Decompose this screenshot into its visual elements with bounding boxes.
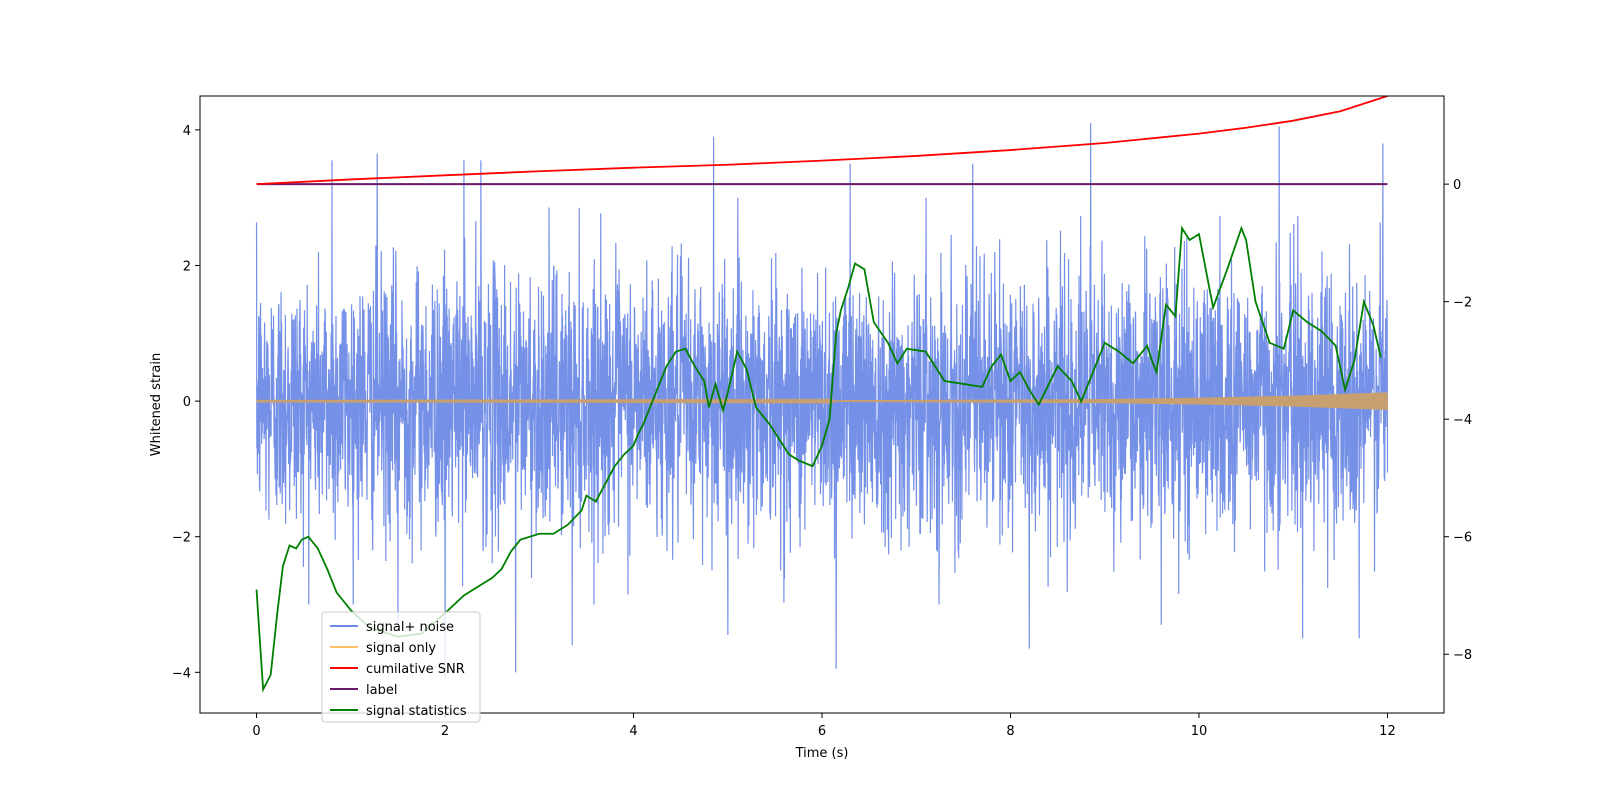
y2-tick-label: 0: [1453, 178, 1461, 193]
x-tick-label: 8: [1006, 724, 1014, 739]
y-tick-label: −4: [172, 666, 191, 681]
legend-box: [321, 611, 481, 723]
x-tick-label: 6: [818, 724, 826, 739]
series-cumilative-snr-line: [256, 96, 1388, 186]
x-tick-label: 10: [1191, 724, 1208, 739]
x-axis-title: Time (s): [795, 746, 849, 761]
legend-label: cumilative SNR: [366, 662, 465, 677]
x-tick-label: 0: [252, 724, 260, 739]
y-tick-label: 4: [183, 124, 191, 139]
legend-label: label: [366, 683, 397, 698]
series-signal-statistics-line: [255, 225, 1382, 693]
y2-tick-label: −8: [1453, 648, 1472, 663]
y2-tick-label: −2: [1453, 296, 1472, 311]
x-tick-label: 12: [1379, 724, 1396, 739]
legend-label: signal+ noise: [366, 620, 454, 635]
y2-tick-label: −6: [1453, 531, 1472, 546]
y-tick-label: 2: [183, 260, 191, 275]
y-axis-title: Whitened strain: [149, 353, 164, 456]
x-tick-label: 4: [629, 724, 637, 739]
y-tick-label: 0: [183, 395, 191, 410]
series-signal-only-line: [256, 392, 1389, 410]
y2-tick-label: −4: [1453, 413, 1472, 428]
y-tick-label: −2: [172, 531, 191, 546]
legend-label: signal statistics: [366, 704, 467, 719]
x-tick-label: 2: [441, 724, 449, 739]
legend-label: signal only: [366, 641, 436, 656]
